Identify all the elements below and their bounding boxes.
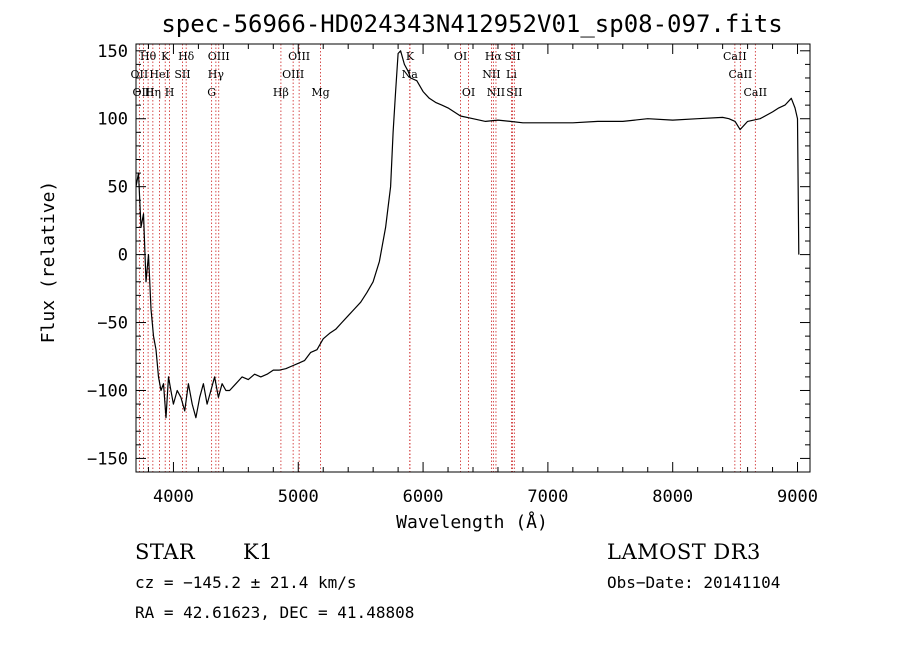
y-tick-label: 100: [97, 110, 128, 130]
spectral-line-label: OI: [454, 50, 467, 63]
spectral-line-label: Hθ: [140, 50, 157, 63]
spectral-line-label: OIII: [282, 68, 304, 81]
sky-coordinates: RA = 42.61623, DEC = 41.48808: [135, 603, 415, 622]
x-tick-label: 6000: [403, 487, 444, 507]
x-axis: 4000 5000 6000 7000 8000 9000: [147, 44, 818, 507]
spectral-line-label: OIII: [208, 50, 230, 63]
plot-frame: [135, 43, 811, 473]
spectral-line-label: Hβ: [273, 86, 289, 99]
redshift-velocity: cz = −145.2 ± 21.4 km/s: [135, 573, 357, 592]
spectral-line-markers: Hθ OII OIII K HeI Hη SII H Hδ OIII Hγ G Hβ OIII OIII Mg…: [131, 44, 767, 472]
spectral-line-label: OII: [131, 68, 149, 81]
spectral-line-label: SII: [504, 50, 520, 63]
y-tick-label: 50: [108, 178, 128, 198]
spectral-line-label: K: [406, 50, 415, 63]
spectral-line-label: Hα: [485, 50, 503, 63]
spectral-line-label: CaII: [743, 86, 767, 99]
spectral-line-label: CaII: [729, 68, 753, 81]
x-tick-label: 5000: [278, 487, 319, 507]
spectrum-line: [135, 50, 800, 419]
spectral-line-label: H: [165, 86, 175, 99]
x-axis-label: Wavelength (Å): [396, 511, 548, 533]
x-tick-label: 8000: [652, 487, 693, 507]
spectral-line-label: SII: [506, 86, 522, 99]
spectral-line-label: OI: [462, 86, 475, 99]
spectral-line-label: NII: [487, 86, 505, 99]
spectral-line-label: OIII: [288, 50, 310, 63]
spectral-line-label: Hη: [145, 86, 161, 99]
x-tick-label: 7000: [527, 487, 568, 507]
spectral-line-label: G: [207, 86, 216, 99]
spectral-line-label: OIII: [132, 86, 154, 99]
survey-name: LAMOST DR3: [607, 540, 761, 564]
object-subclass: K1: [243, 540, 274, 564]
chart-title: spec-56966-HD024343N412952V01_sp08-097.f…: [161, 10, 782, 38]
y-axis-label: Flux (relative): [38, 181, 59, 344]
object-class: STAR: [135, 540, 196, 564]
observation-date: Obs−Date: 20141104: [607, 573, 781, 592]
spectral-line-label: NII: [482, 68, 500, 81]
x-tick-label: 9000: [777, 487, 818, 507]
spectral-line-label: K: [161, 50, 170, 63]
spectral-line-label: Li: [506, 68, 517, 81]
y-axis: −150 −100 −50 0 50 100 150: [87, 42, 810, 469]
spectral-line-label: Hδ: [178, 50, 195, 63]
spectral-line-label: CaII: [723, 50, 747, 63]
spectral-line-label: HeI: [149, 68, 169, 81]
spectral-line-label: Hγ: [208, 68, 225, 81]
spectral-line-label: Mg: [311, 86, 329, 99]
spectral-line-label: SII: [174, 68, 190, 81]
y-tick-label: −150: [87, 449, 128, 469]
y-tick-label: 0: [118, 246, 128, 266]
y-tick-label: 150: [97, 42, 128, 62]
y-tick-label: −50: [97, 314, 128, 334]
x-tick-label: 4000: [153, 487, 194, 507]
spectrum-series: [135, 50, 800, 419]
y-tick-label: −100: [87, 381, 128, 401]
